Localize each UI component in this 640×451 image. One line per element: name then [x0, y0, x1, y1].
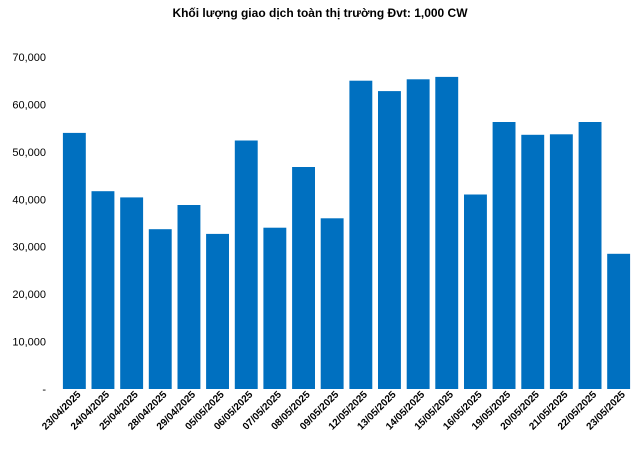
y-tick-label: 20,000 — [12, 289, 46, 301]
y-tick-label: 10,000 — [12, 337, 46, 349]
y-tick-label: - — [42, 384, 46, 396]
bar — [120, 197, 144, 389]
bar — [578, 122, 602, 389]
bar — [464, 194, 487, 389]
bar — [91, 191, 115, 389]
bar — [292, 167, 315, 389]
bar — [549, 134, 573, 389]
bar — [234, 140, 258, 389]
bar — [177, 205, 201, 389]
bar — [148, 229, 172, 389]
y-tick-label: 50,000 — [12, 147, 46, 159]
y-tick-label: 70,000 — [12, 52, 46, 64]
bar — [349, 80, 373, 389]
bar — [521, 134, 545, 389]
bar — [263, 227, 287, 389]
y-tick-label: 30,000 — [12, 242, 46, 254]
bar — [435, 76, 459, 390]
chart-title: Khối lượng giao dịch toàn thị trường Đvt… — [172, 6, 468, 20]
bars — [62, 76, 631, 390]
y-axis-tick-labels: - 10,000 20,000 30,000 40,000 50,000 60,000 70,… — [12, 52, 46, 396]
x-axis-tick-labels: 23/04/202524/04/202525/04/202528/04/2025… — [40, 389, 628, 432]
bar — [62, 132, 86, 389]
bar — [320, 218, 344, 389]
y-tick-label: 40,000 — [12, 194, 46, 206]
bar — [206, 233, 229, 389]
bar — [607, 253, 631, 389]
y-tick-label: 60,000 — [12, 99, 46, 111]
bar — [492, 122, 516, 389]
bar — [378, 91, 401, 389]
bar — [406, 79, 430, 390]
